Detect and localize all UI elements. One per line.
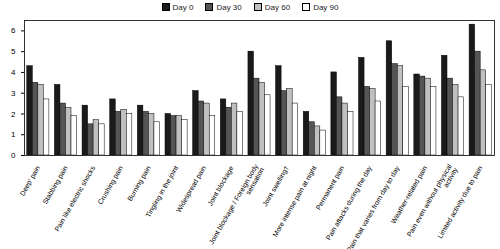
svg-text:Pain even without physicalacti: Pain even without physicalactivity bbox=[405, 162, 459, 241]
svg-text:Stabbing pain: Stabbing pain bbox=[41, 165, 69, 206]
svg-text:2: 2 bbox=[11, 110, 16, 119]
svg-text:5: 5 bbox=[11, 47, 16, 56]
svg-text:Weather-related pain: Weather-related pain bbox=[389, 164, 429, 225]
svg-text:Tingling in the joint: Tingling in the joint bbox=[144, 164, 180, 219]
svg-text:Limited activity due to pain: Limited activity due to pain bbox=[436, 165, 484, 241]
svg-text:Crushing pain: Crushing pain bbox=[96, 165, 125, 206]
svg-text:Deep' pain: Deep' pain bbox=[18, 165, 42, 198]
svg-text:6: 6 bbox=[11, 26, 16, 35]
svg-text:Pain like electric shocks: Pain like electric shocks bbox=[53, 164, 96, 232]
svg-text:Joint swelling†: Joint swelling† bbox=[261, 165, 291, 209]
svg-text:Burning pain: Burning pain bbox=[126, 165, 153, 203]
svg-text:Widespread pain: Widespread pain bbox=[175, 165, 208, 215]
svg-text:1: 1 bbox=[11, 130, 16, 139]
svg-text:3: 3 bbox=[11, 89, 16, 98]
html-text:Day 90: Day 90 bbox=[313, 2, 339, 12]
svg-text:4: 4 bbox=[11, 68, 16, 77]
svg-text:Pain attacks during the day: Pain attacks during the day bbox=[325, 164, 374, 242]
html-text:Day 30: Day 30 bbox=[216, 2, 242, 12]
svg-text:Pain that varies from day to d: Pain that varies from day to day bbox=[345, 164, 401, 249]
html-text:Day 60: Day 60 bbox=[264, 2, 291, 12]
html-text:Day 0: Day 0 bbox=[172, 2, 194, 12]
svg-text:More intense pain at night: More intense pain at night bbox=[271, 165, 318, 239]
svg-text:0: 0 bbox=[11, 151, 16, 160]
svg-text:Joint blockage / Foreign bodys: Joint blockage / Foreign bodysensation bbox=[207, 162, 265, 249]
svg-text:Permanent pain: Permanent pain bbox=[314, 165, 346, 212]
